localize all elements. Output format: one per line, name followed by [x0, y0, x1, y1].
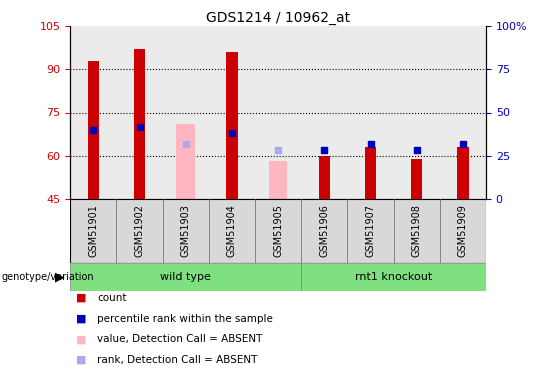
Text: rank, Detection Call = ABSENT: rank, Detection Call = ABSENT — [97, 355, 258, 365]
Bar — [301, 199, 347, 262]
Text: GSM51904: GSM51904 — [227, 204, 237, 257]
Text: GSM51902: GSM51902 — [134, 204, 145, 257]
Bar — [394, 26, 440, 199]
Bar — [440, 26, 486, 199]
Text: GSM51905: GSM51905 — [273, 204, 283, 257]
Title: GDS1214 / 10962_at: GDS1214 / 10962_at — [206, 11, 350, 25]
Bar — [209, 199, 255, 262]
Bar — [163, 199, 209, 262]
Bar — [255, 199, 301, 262]
Bar — [364, 147, 376, 199]
Bar — [255, 26, 301, 199]
Text: GSM51903: GSM51903 — [181, 204, 191, 257]
Bar — [394, 199, 440, 262]
Bar — [411, 159, 422, 199]
Bar — [134, 49, 145, 199]
Bar — [347, 26, 394, 199]
Bar — [70, 199, 117, 262]
Bar — [70, 262, 301, 291]
Text: GSM51901: GSM51901 — [89, 204, 98, 257]
Text: rnt1 knockout: rnt1 knockout — [355, 272, 432, 282]
Bar — [457, 147, 469, 199]
Text: ▶: ▶ — [55, 270, 65, 283]
Bar — [177, 124, 195, 199]
Bar — [319, 156, 330, 199]
Text: genotype/variation: genotype/variation — [1, 272, 94, 282]
Bar — [269, 161, 287, 199]
Text: GSM51909: GSM51909 — [458, 204, 468, 257]
Bar — [301, 26, 347, 199]
Bar — [70, 26, 117, 199]
Bar — [117, 199, 163, 262]
Text: count: count — [97, 293, 127, 303]
Text: ■: ■ — [76, 314, 86, 324]
Bar — [87, 61, 99, 199]
Text: ■: ■ — [76, 355, 86, 365]
Text: GSM51907: GSM51907 — [366, 204, 375, 257]
Text: wild type: wild type — [160, 272, 211, 282]
Bar — [209, 26, 255, 199]
Bar — [347, 199, 394, 262]
Text: ■: ■ — [76, 293, 86, 303]
Text: GSM51908: GSM51908 — [411, 204, 422, 257]
Text: ■: ■ — [76, 334, 86, 344]
Bar — [301, 262, 486, 291]
Bar — [440, 199, 486, 262]
Text: value, Detection Call = ABSENT: value, Detection Call = ABSENT — [97, 334, 262, 344]
Text: GSM51906: GSM51906 — [319, 204, 329, 257]
Text: percentile rank within the sample: percentile rank within the sample — [97, 314, 273, 324]
Bar — [163, 26, 209, 199]
Bar — [117, 26, 163, 199]
Bar — [226, 52, 238, 199]
